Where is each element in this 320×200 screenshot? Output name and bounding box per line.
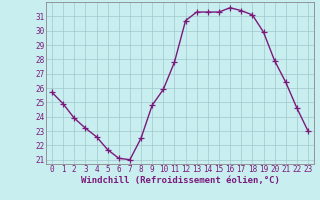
X-axis label: Windchill (Refroidissement éolien,°C): Windchill (Refroidissement éolien,°C) (81, 176, 279, 185)
